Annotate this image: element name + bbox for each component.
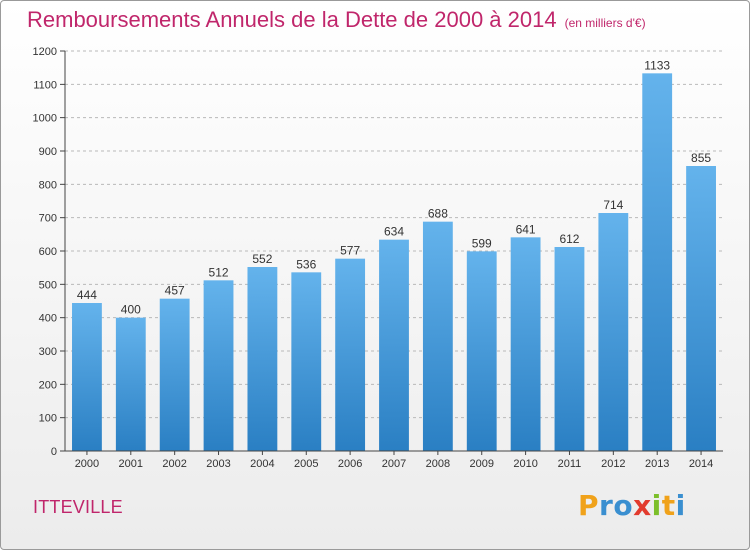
bar bbox=[115, 317, 146, 451]
bar-layer: 444 400 457 512 552 536 577 634 688 599 641 612 714 1… bbox=[72, 58, 716, 451]
data-label: 536 bbox=[296, 257, 316, 271]
data-label: 1133 bbox=[644, 58, 670, 72]
y-tick-label: 1100 bbox=[33, 79, 57, 91]
bar bbox=[159, 298, 190, 451]
data-label: 577 bbox=[340, 244, 360, 258]
bar bbox=[554, 247, 585, 451]
logo-letter: i bbox=[675, 489, 686, 522]
logo-letter: x bbox=[633, 489, 652, 522]
x-tick-label: 2002 bbox=[162, 458, 186, 470]
data-label: 641 bbox=[516, 222, 536, 236]
y-tick-label: 900 bbox=[39, 146, 57, 158]
bar bbox=[686, 166, 716, 451]
data-label: 714 bbox=[603, 198, 623, 212]
data-label: 552 bbox=[252, 252, 272, 266]
x-tick-label: 2012 bbox=[601, 458, 625, 470]
y-tick-label: 100 bbox=[39, 413, 57, 425]
y-tick-label: 500 bbox=[39, 279, 57, 291]
logo-letter: o bbox=[613, 489, 634, 522]
x-tick-label: 2013 bbox=[645, 458, 669, 470]
bar bbox=[379, 239, 409, 451]
logo-letter: t bbox=[661, 489, 676, 522]
x-tick-label: 2003 bbox=[206, 458, 230, 470]
logo-letter: i bbox=[651, 489, 662, 522]
x-tick-label: 2006 bbox=[338, 458, 362, 470]
y-tick-label: 700 bbox=[39, 213, 57, 225]
bar bbox=[422, 221, 453, 451]
data-label: 599 bbox=[472, 236, 492, 250]
y-tick-label: 0 bbox=[51, 446, 57, 458]
y-tick-label: 600 bbox=[39, 246, 57, 258]
proxiti-logo[interactable]: Proxiti bbox=[578, 489, 686, 522]
x-tick-label: 2004 bbox=[250, 458, 274, 470]
bar bbox=[203, 280, 234, 451]
bar bbox=[642, 73, 673, 451]
y-tick-label: 400 bbox=[39, 313, 57, 325]
x-tick-label: 2000 bbox=[75, 458, 99, 470]
data-label: 444 bbox=[77, 288, 97, 302]
logo-letter: P bbox=[578, 489, 600, 522]
bar bbox=[598, 213, 629, 451]
data-label: 457 bbox=[165, 284, 185, 298]
chart-title-text: Remboursements Annuels de la Dette de 20… bbox=[27, 7, 557, 32]
bar bbox=[247, 267, 278, 451]
bar bbox=[510, 237, 541, 451]
chart-unit: (en milliers d'€) bbox=[564, 16, 646, 30]
data-label: 612 bbox=[559, 232, 579, 246]
data-label: 855 bbox=[691, 151, 711, 165]
data-label: 688 bbox=[428, 207, 448, 221]
axis-layer: 0 100 200 300 400 500 600 700 800 900 1000 1100 1200… bbox=[33, 46, 723, 470]
data-label: 512 bbox=[209, 265, 229, 279]
y-tick-label: 300 bbox=[39, 346, 57, 358]
x-tick-label: 2009 bbox=[469, 458, 493, 470]
data-label: 400 bbox=[121, 303, 141, 317]
commune-name: ITTEVILLE bbox=[33, 497, 123, 517]
x-tick-label: 2011 bbox=[558, 458, 582, 470]
x-tick-label: 2001 bbox=[119, 458, 143, 470]
x-tick-label: 2010 bbox=[513, 458, 537, 470]
bar bbox=[291, 272, 322, 451]
y-tick-label: 200 bbox=[39, 379, 57, 391]
x-tick-label: 2007 bbox=[382, 458, 406, 470]
bar bbox=[72, 303, 102, 451]
bar bbox=[335, 258, 366, 451]
y-tick-label: 800 bbox=[39, 179, 57, 191]
x-tick-label: 2008 bbox=[426, 458, 450, 470]
y-tick-label: 1200 bbox=[33, 46, 57, 58]
y-tick-label: 1000 bbox=[33, 113, 57, 125]
data-label: 634 bbox=[384, 225, 404, 239]
bar bbox=[466, 251, 497, 451]
chart-title: Remboursements Annuels de la Dette de 20… bbox=[27, 7, 646, 33]
logo-letter: r bbox=[599, 489, 614, 522]
x-tick-label: 2014 bbox=[689, 458, 713, 470]
x-tick-label: 2005 bbox=[294, 458, 318, 470]
